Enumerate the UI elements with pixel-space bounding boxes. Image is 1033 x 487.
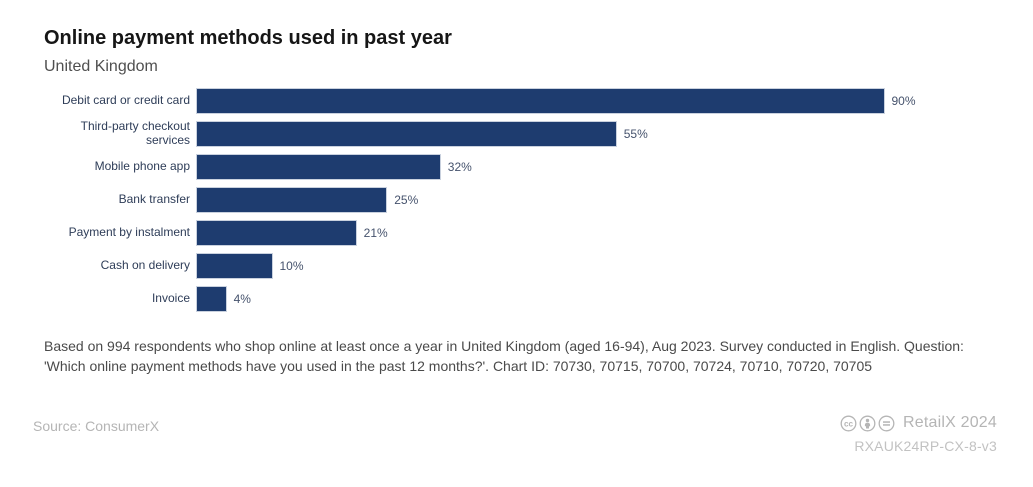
chart-header: Online payment methods used in past year…: [0, 0, 1033, 76]
chart-row: Third-party checkout services 55%: [44, 119, 1033, 148]
category-label: Mobile phone app: [94, 159, 190, 174]
category-label: Cash on delivery: [100, 258, 190, 273]
value-label: 4%: [233, 292, 251, 307]
bar: [196, 220, 357, 247]
bar-track: 32%: [196, 154, 961, 181]
chart-row: Payment by instalment 21%: [44, 220, 1033, 247]
value-label: 32%: [447, 160, 472, 175]
bar: [196, 286, 227, 313]
bar-track: 10%: [196, 253, 961, 280]
bar-track: 55%: [196, 121, 961, 148]
attribution-icon: [859, 415, 876, 431]
chart-row: Debit card or credit card 90%: [44, 88, 1033, 115]
category-label: Payment by instalment: [68, 225, 190, 240]
chart-code-label: RXAUK24RP-CX-8-v3: [854, 438, 997, 454]
svg-text:cc: cc: [844, 419, 854, 428]
brand-label: RetailX 2024: [902, 414, 997, 431]
page-subtitle: United Kingdom: [44, 58, 158, 75]
footnote-text: Based on 994 respondents who shop online…: [44, 338, 964, 375]
chart-row: Cash on delivery 10%: [44, 253, 1033, 280]
chart-row: Mobile phone app 32%: [44, 154, 1033, 181]
brand-row: cc RetailX 2024: [840, 414, 997, 432]
value-label: 90%: [891, 94, 916, 109]
bar-track: 21%: [196, 220, 961, 247]
value-label: 25%: [394, 193, 419, 208]
chart-row: Invoice 4%: [44, 286, 1033, 313]
page-title: Online payment methods used in past year: [44, 27, 452, 49]
bar-track: 25%: [196, 187, 961, 214]
category-label: Third-party checkout services: [80, 119, 190, 148]
bar: [196, 154, 441, 181]
bar-chart: Debit card or credit card 90% Third-party …: [44, 88, 1033, 313]
bar: [196, 121, 617, 148]
bar: [196, 187, 388, 214]
category-label: Debit card or credit card: [61, 93, 190, 108]
category-label: Bank transfer: [118, 192, 190, 207]
cc-icon: cc: [840, 415, 857, 431]
chart-row: Bank transfer 25%: [44, 187, 1033, 214]
value-label: 21%: [363, 226, 388, 241]
license-icons: cc: [840, 415, 895, 432]
source-label: Source: ConsumerX: [33, 418, 160, 434]
value-label: 55%: [623, 127, 648, 142]
value-label: 10%: [279, 259, 304, 274]
bar: [196, 253, 273, 280]
no-derivatives-icon: [878, 415, 895, 431]
bar-track: 90%: [196, 88, 961, 115]
category-label: Invoice: [151, 291, 190, 306]
bar: [196, 88, 885, 115]
bar-track: 4%: [196, 286, 961, 313]
